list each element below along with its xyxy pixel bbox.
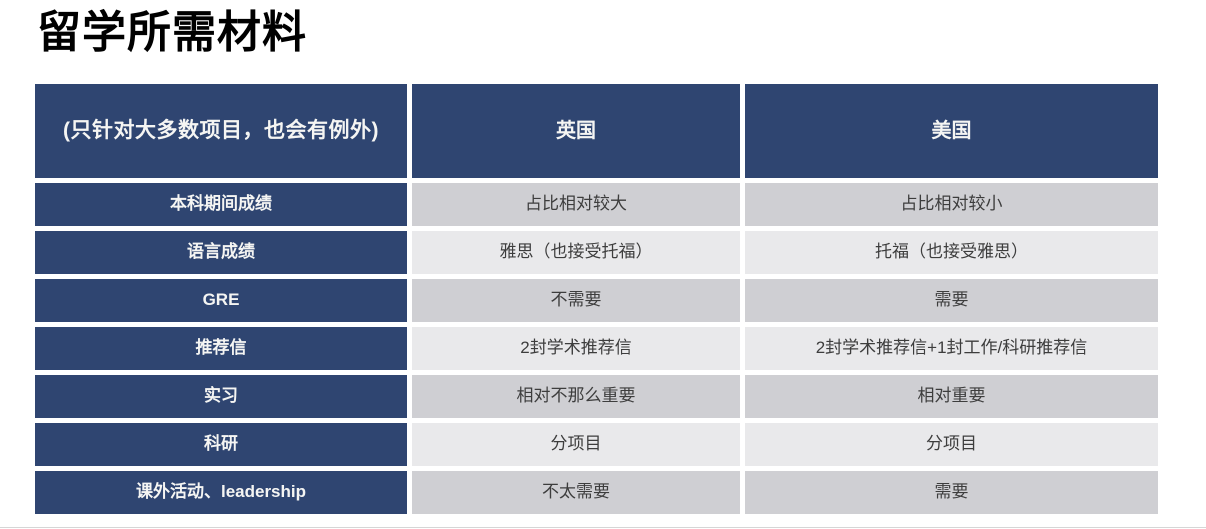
row-label-recommendation-letters: 推荐信 xyxy=(35,327,407,370)
cell-uk-internship: 相对不那么重要 xyxy=(412,375,740,418)
row-label-undergrad-grades: 本科期间成绩 xyxy=(35,183,407,226)
row-label-language-scores: 语言成绩 xyxy=(35,231,407,274)
row-label-internship: 实习 xyxy=(35,375,407,418)
cell-us-gre: 需要 xyxy=(745,279,1158,322)
bottom-divider xyxy=(0,527,1206,528)
row-label-research: 科研 xyxy=(35,423,407,466)
table-header-us: 美国 xyxy=(745,84,1158,178)
cell-us-language-scores: 托福（也接受雅思） xyxy=(745,231,1158,274)
cell-uk-gre: 不需要 xyxy=(412,279,740,322)
row-label-gre: GRE xyxy=(35,279,407,322)
table-header-note: (只针对大多数项目，也会有例外) xyxy=(35,84,407,178)
cell-uk-undergrad-grades: 占比相对较大 xyxy=(412,183,740,226)
cell-us-recommendation-letters: 2封学术推荐信+1封工作/科研推荐信 xyxy=(745,327,1158,370)
cell-uk-recommendation-letters: 2封学术推荐信 xyxy=(412,327,740,370)
cell-us-research: 分项目 xyxy=(745,423,1158,466)
page-title: 留学所需材料 xyxy=(37,8,307,57)
cell-uk-language-scores: 雅思（也接受托福） xyxy=(412,231,740,274)
cell-us-internship: 相对重要 xyxy=(745,375,1158,418)
materials-table: (只针对大多数项目，也会有例外) 英国 美国 本科期间成绩 占比相对较大 占比相… xyxy=(35,84,1158,514)
cell-uk-extracurricular: 不太需要 xyxy=(412,471,740,514)
cell-us-extracurricular: 需要 xyxy=(745,471,1158,514)
table-header-uk: 英国 xyxy=(412,84,740,178)
cell-us-undergrad-grades: 占比相对较小 xyxy=(745,183,1158,226)
cell-uk-research: 分项目 xyxy=(412,423,740,466)
row-label-extracurricular: 课外活动、leadership xyxy=(35,471,407,514)
